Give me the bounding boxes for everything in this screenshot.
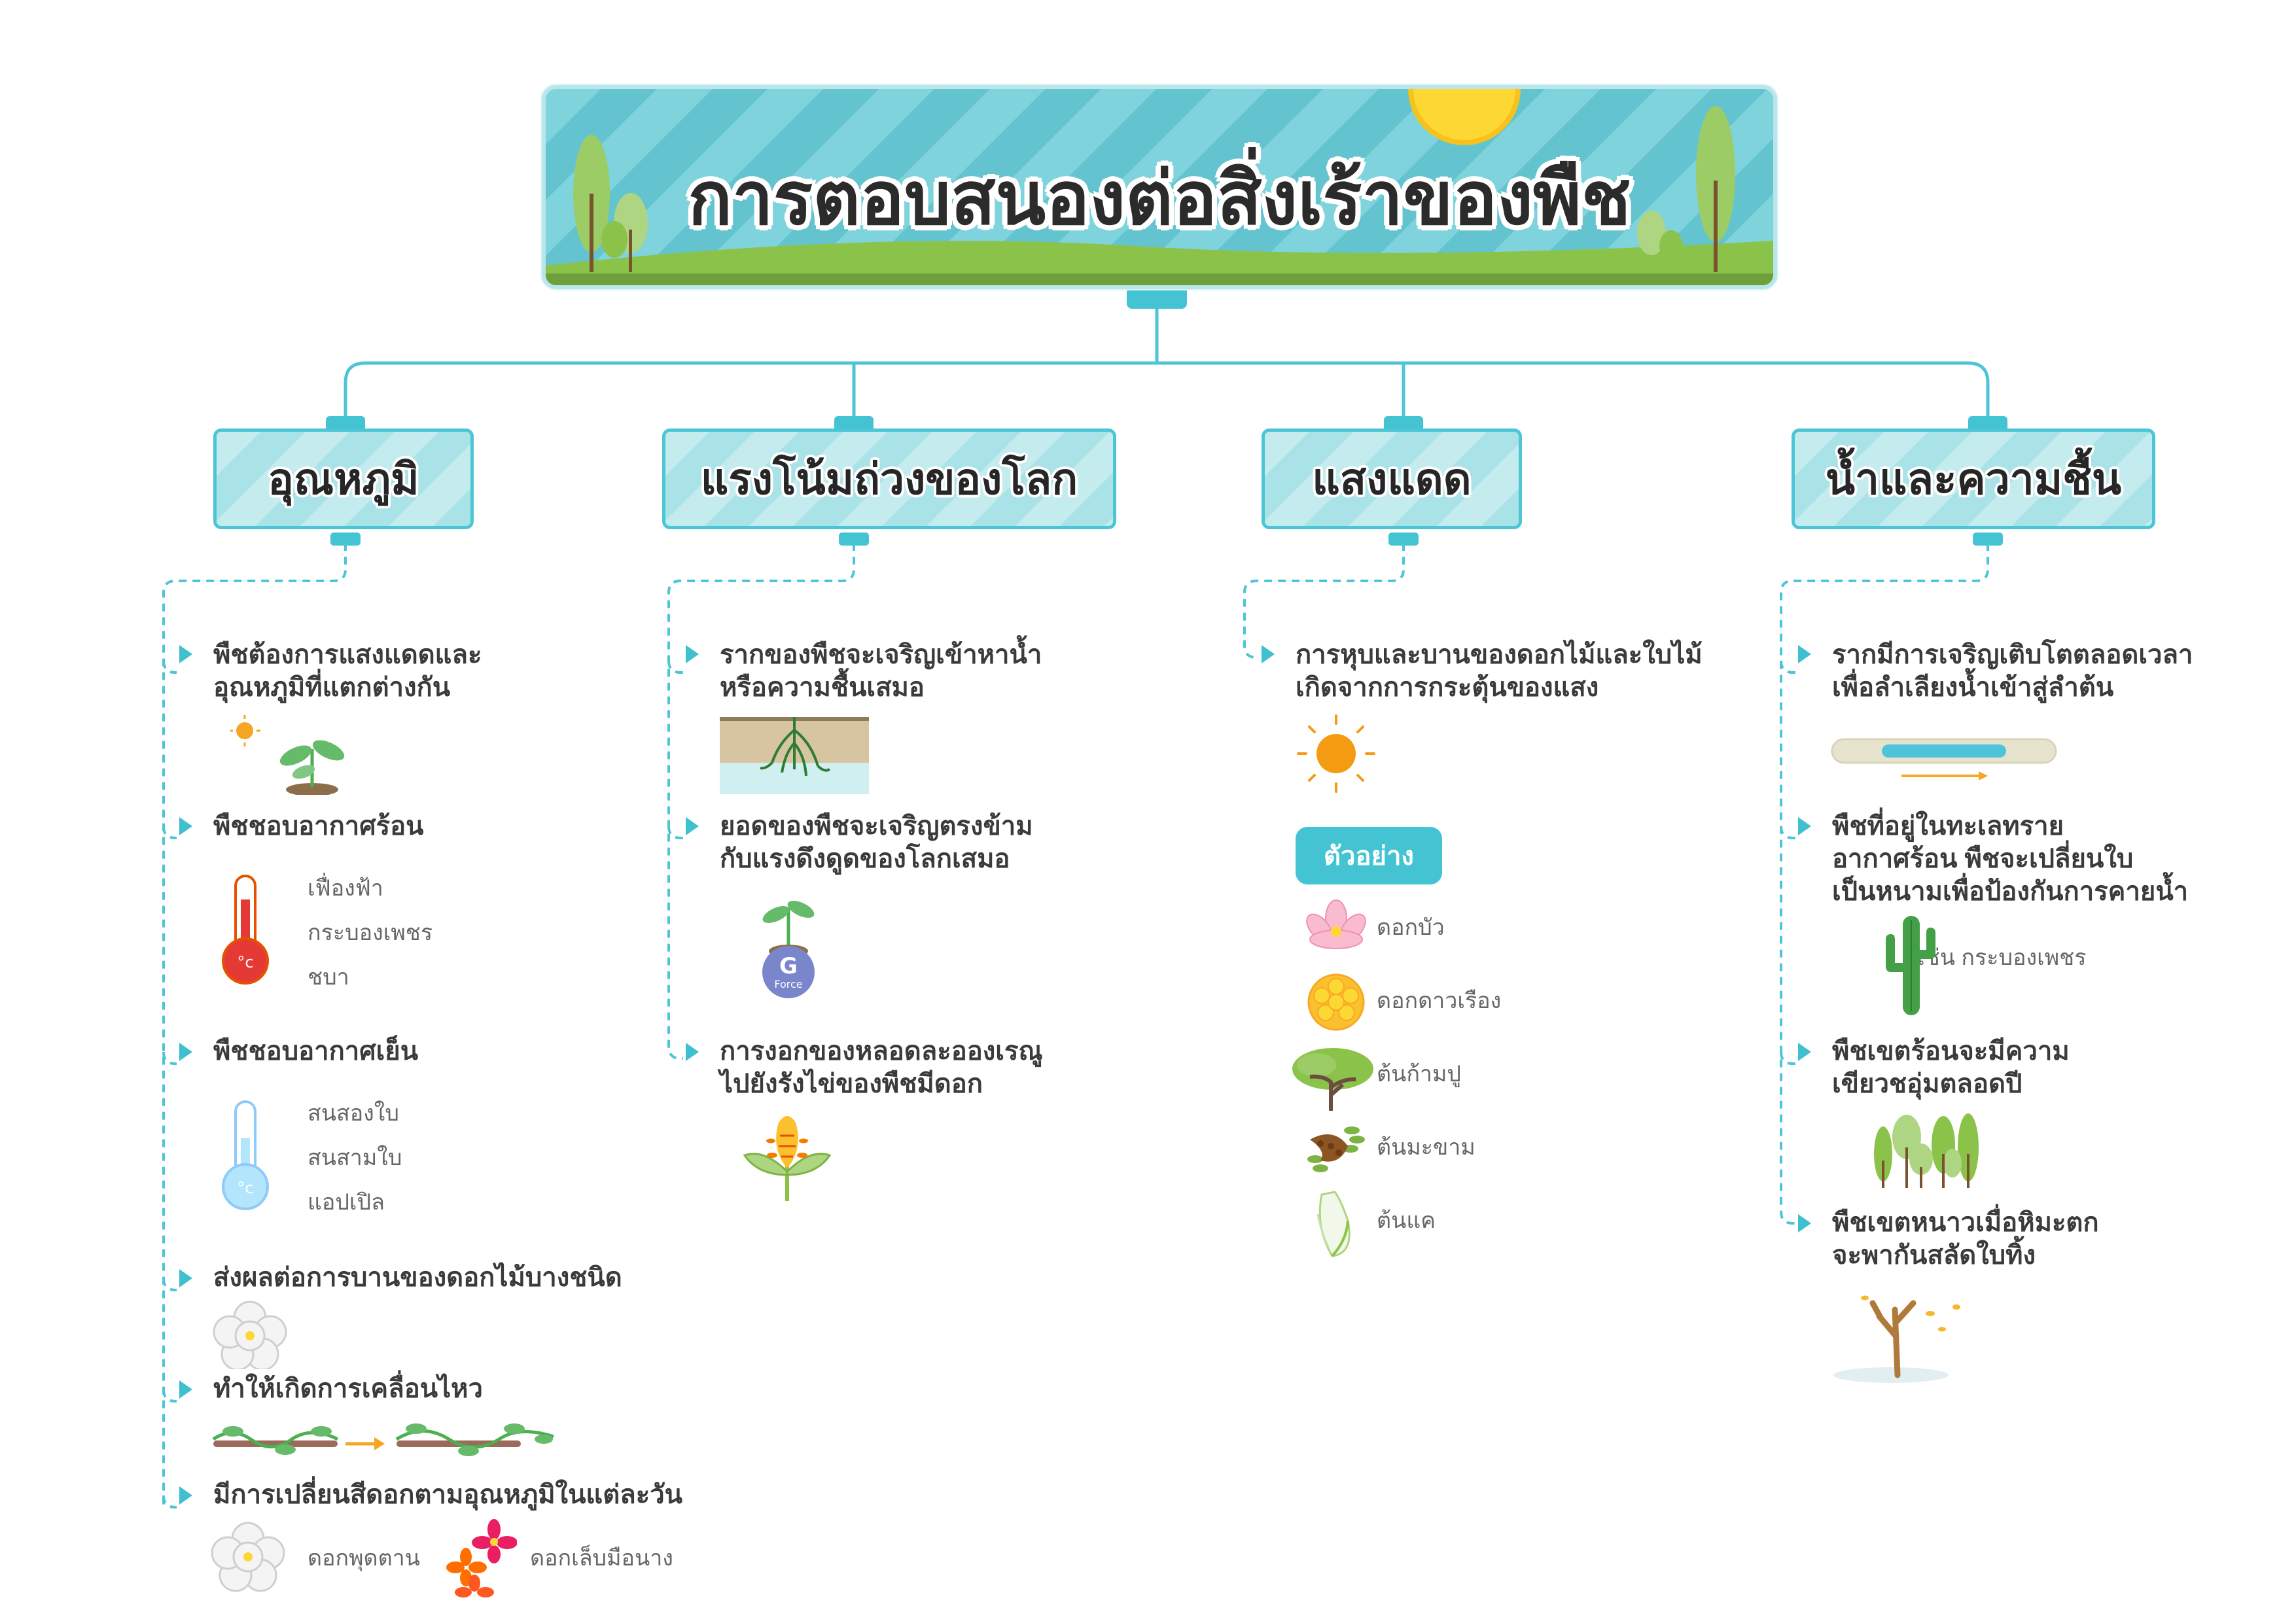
arrow-icon (1262, 645, 1275, 663)
list-item: ทำให้เกิดการเคลื่อนไหว (213, 1374, 484, 1403)
list-item: การงอกของหลอดละอองเรณู ไปยังรังไข่ของพืช… (720, 1037, 1043, 1098)
sun-seedling-icon (230, 715, 345, 795)
example-text: ดอกบัว (1377, 915, 1445, 940)
white-flower-icon (211, 1522, 285, 1592)
title-banner: การตอบสนองต่อสิ่งเร้าของพืช (542, 85, 1777, 289)
tropical-trees-icon (1874, 1113, 1979, 1188)
pollen-tube-flower-icon (743, 1116, 832, 1201)
category-sunlight: แสงแดด (1262, 428, 1522, 529)
cactus-icon (1886, 916, 1935, 1015)
list-item: รากมีการเจริญเติบโตตลอดเวลา เพื่อลำเลียง… (1832, 640, 2193, 702)
list-item: พืชชอบอากาศเย็น (213, 1037, 419, 1066)
arrow-icon (179, 645, 192, 663)
arrow-icon (179, 1269, 192, 1287)
example-text: ดอกดาวเรือง (1377, 988, 1502, 1013)
example-text: กระบองเพชร (308, 920, 433, 945)
list-item: พืชเขตหนาวเมื่อหิมะตก จะพากันสลัดใบทิ้ง (1832, 1208, 2099, 1270)
example-text: ดอกเล็บมือนาง (530, 1546, 673, 1571)
marigold-icon (1307, 973, 1365, 1031)
landscape-illustration (546, 89, 1773, 285)
category-title: อุณหภูมิ (268, 453, 419, 504)
arrow-icon (1798, 1043, 1811, 1061)
force-text: Force (774, 978, 802, 990)
water-tube-icon (1831, 738, 2057, 780)
arrow-icon (686, 817, 699, 835)
example-text: ดอกพุดตาน (308, 1546, 420, 1571)
list-item: พืชต้องการแสงแดดและ อุณหภูมิที่แตกต่างกั… (213, 640, 482, 702)
example-text: เฟื่องฟ้า (308, 876, 383, 901)
tamarind-icon (1307, 1126, 1365, 1172)
category-title: น้ำและความชื้น (1825, 453, 2122, 504)
category-water-humidity: น้ำและความชื้น (1792, 428, 2155, 529)
list-item: พืชชอบอากาศร้อน (213, 812, 424, 841)
white-flower-icon (213, 1300, 287, 1369)
list-item: รากของพืชจะเจริญเข้าหาน้ำ หรือความชื้นเส… (720, 640, 1042, 702)
page-title: การตอบสนองต่อสิ่งเร้าของพืช (688, 156, 1631, 241)
list-item: ส่งผลต่อการบานของดอกไม้บางชนิด (213, 1263, 622, 1292)
example-text: ชบา (308, 965, 349, 990)
arrow-icon (179, 1486, 192, 1505)
example-text: เช่น กระบองเพชร (1917, 945, 2087, 970)
rain-tree-icon (1292, 1048, 1373, 1111)
example-text: ต้นแค (1377, 1208, 1436, 1233)
arrow-icon (179, 1380, 192, 1399)
example-text: ต้นก้ามปู (1377, 1062, 1461, 1087)
hot-thermometer-icon: °c (222, 875, 269, 985)
example-text: ต้นมะขาม (1377, 1135, 1475, 1160)
list-item: พืชเขตร้อนจะมีความ เขียวชอุ่มตลอดปี (1832, 1037, 2070, 1098)
cold-thermometer-icon: °c (222, 1100, 269, 1210)
arrow-icon (1798, 645, 1811, 663)
sesbania-flower-icon (1316, 1191, 1351, 1257)
arrow-icon (1798, 1214, 1811, 1232)
category-temperature: อุณหภูมิ (213, 428, 474, 529)
example-text: แอปเปิล (308, 1190, 385, 1215)
roots-in-soil-icon (720, 717, 869, 794)
list-item: พืชที่อยู่ในทะเลทราย อากาศร้อน พืชจะเปลี… (1832, 812, 2189, 906)
example-text: สนสามใบ (308, 1145, 402, 1170)
example-text: สนสองใบ (308, 1101, 399, 1126)
list-item: การหุบและบานของดอกไม้และใบไม้ เกิดจากการ… (1296, 640, 1703, 702)
arrow-icon (686, 1043, 699, 1061)
g-letter: G (779, 953, 798, 979)
arrow-icon (1798, 817, 1811, 835)
lotus-icon (1306, 899, 1366, 949)
category-title: แรงโน้มถ่วงของโลก (700, 453, 1078, 504)
example-badge: ตัวอย่าง (1296, 827, 1442, 884)
list-item: ยอดของพืชจะเจริญตรงข้าม กับแรงดึงดูดของโ… (720, 812, 1033, 873)
vine-movement-icon (212, 1423, 554, 1456)
arrow-icon (686, 645, 699, 663)
g-force-seedling-icon: G Force (762, 901, 815, 998)
winter-tree-icon (1833, 1295, 1960, 1383)
list-item: มีการเปลี่ยนสีดอกตามอุณหภูมิในแต่ละวัน (213, 1480, 682, 1509)
category-title: แสงแดด (1312, 453, 1472, 504)
arrow-icon (179, 817, 192, 835)
arrow-icon (179, 1043, 192, 1061)
svg-text:°c: °c (237, 1179, 253, 1197)
svg-text:°c: °c (237, 953, 253, 971)
category-gravity: แรงโน้มถ่วงของโลก (662, 428, 1116, 529)
sun-icon (1297, 714, 1375, 793)
rangoon-creeper-flower-icon (446, 1519, 517, 1597)
